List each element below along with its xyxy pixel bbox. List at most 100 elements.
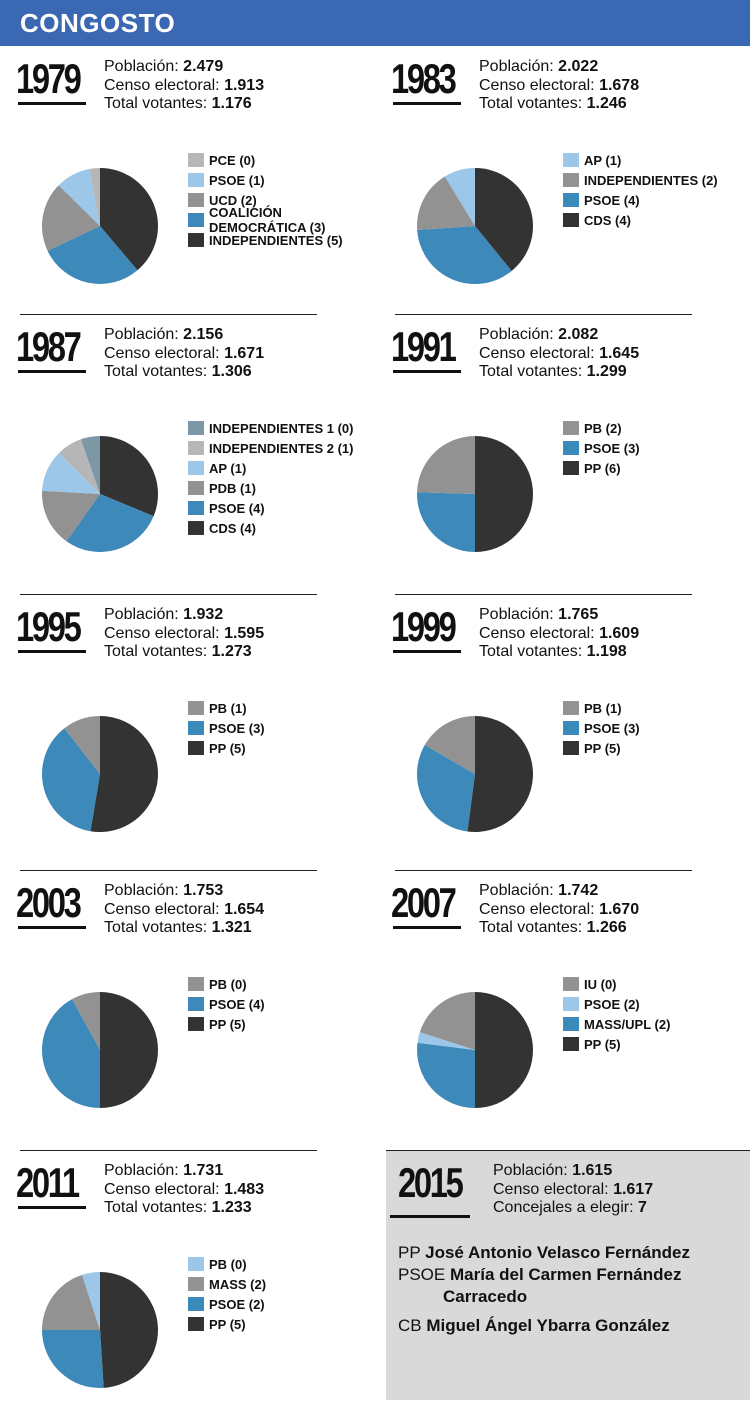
year-label: 2011 [16,1159,80,1206]
legend-label: PB (1) [584,700,622,716]
year-underline [18,650,86,653]
legend-item: PSOE (2) [563,994,670,1014]
legend-swatch [563,997,579,1011]
year-label: 1991 [391,323,457,370]
election-panel-1999: 1999 Población: 1.765 Censo electoral: 1.6… [375,594,750,866]
poblacion-value: 1.932 [183,606,224,623]
legend-item: PDB (1) [188,478,353,498]
pie-slice [417,226,512,284]
divider [20,1150,317,1151]
divider [20,314,317,315]
year-underline [393,102,461,105]
legend-label: PB (1) [209,700,247,716]
pie-chart [42,716,158,832]
election-panel-2007: 2007 Población: 1.742 Censo electoral: 1.6… [375,870,750,1142]
poblacion-value: 1.615 [572,1162,613,1179]
year-underline [390,1215,470,1218]
legend-item: CDS (4) [563,210,718,230]
pie-slice [100,436,158,517]
legend-label: CDS (4) [209,520,256,536]
votantes-value: 1.198 [586,643,627,660]
legend-label: PP (5) [584,740,621,756]
legend-swatch [188,441,204,455]
legend-swatch [563,977,579,991]
pie-slice [419,992,475,1050]
votantes-value: 1.176 [211,95,252,112]
legend-item: PSOE (3) [563,438,640,458]
election-panel-2011: 2011 Población: 1.731 Censo electoral: 1.4… [0,1150,375,1422]
pie-slice [417,745,475,832]
legend-label: AP (1) [584,152,622,168]
divider [395,314,692,315]
divider [20,870,317,871]
pie-slice [41,185,100,251]
legend-item: PSOE (3) [563,718,640,738]
legend-swatch [563,1017,579,1031]
legend-item: CDS (4) [188,518,353,538]
legend-swatch [563,441,579,455]
pie-slice [42,1330,104,1388]
year-label: 2003 [16,879,82,926]
legend-item: PSOE (4) [188,498,353,518]
divider [395,594,692,595]
censo-value: 1.654 [224,900,265,918]
poblacion-value: 2.082 [558,326,599,343]
legend: PB (1) PSOE (3) PP (5) [188,698,265,758]
legend-item: COALICIÓN DEMOCRÁTICA (3) [188,205,375,235]
legend-item: PP (5) [563,1034,670,1054]
pie-slice [42,452,100,494]
legend-label: AP (1) [209,460,247,476]
stats-block: Población: 1.731 Censo electoral: 1.483 To… [104,1162,265,1216]
pie-slice [41,999,100,1108]
concejales-value: 7 [637,1199,647,1216]
legend-swatch [188,741,204,755]
election-panel-1983: 1983 Población: 2.022 Censo electoral: 1.6… [375,46,750,318]
legend-item: INDEPENDIENTES (2) [563,170,718,190]
divider [20,594,317,595]
legend: AP (1) INDEPENDIENTES (2) PSOE (4) CDS (4) [563,150,718,230]
stats-block: Población: 2.082 Censo electoral: 1.645 To… [479,326,640,380]
pie-slice [58,439,100,494]
legend: PB (0) MASS (2) PSOE (2) PP (5) [188,1254,266,1334]
pie-slice [72,992,100,1050]
legend: PB (2) PSOE (3) PP (6) [563,418,640,478]
legend-swatch [188,521,204,535]
pie-slice [100,1272,158,1388]
year-label: 2007 [391,879,457,926]
legend-label: PP (6) [584,460,621,476]
pie-slice [417,176,475,230]
legend-swatch [563,741,579,755]
candidate-cb: CB Miguel Ángel Ybarra González [398,1316,670,1335]
legend-label: MASS/UPL (2) [584,1016,671,1032]
stats-block: Población: 1.615 Censo electoral: 1.617 … [493,1162,654,1216]
pie-slice [475,436,533,552]
censo-value: 1.617 [613,1180,654,1198]
legend-swatch [563,461,579,475]
censo-value: 1.609 [599,624,640,642]
legend-swatch [188,421,204,435]
legend-swatch [188,1017,204,1031]
candidate-psoe-line2: Carracedo [443,1287,528,1306]
legend-swatch [563,193,579,207]
poblacion-value: 1.753 [183,882,224,899]
votantes-value: 1.266 [586,919,627,936]
legend-swatch [188,501,204,515]
pie-slice [417,1032,475,1050]
pie-slice [64,716,100,774]
pie-slice [417,436,475,494]
censo-value: 1.483 [224,1180,265,1198]
legend-label: PSOE (3) [209,720,265,736]
pie-slice [417,492,475,552]
page-title: CONGOSTO [20,8,176,38]
legend-swatch [188,997,204,1011]
legend-item: PP (5) [188,738,265,758]
header-bar: CONGOSTO [0,0,750,46]
year-underline [18,370,86,373]
pie-chart [41,992,158,1108]
legend-swatch [188,173,204,187]
legend-swatch [188,977,204,991]
pie-chart [42,1272,158,1388]
pie-slice [100,168,158,271]
year-label: 2015 [398,1159,464,1206]
votantes-value: 1.246 [586,95,627,112]
